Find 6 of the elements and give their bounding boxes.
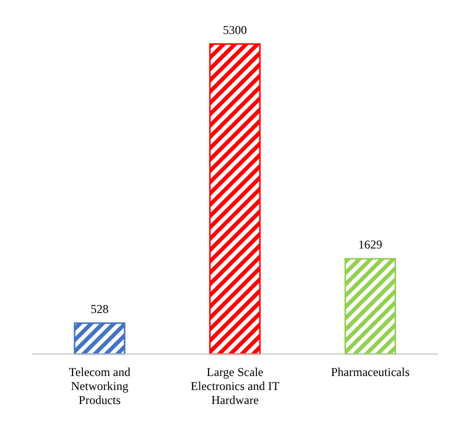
x-tick-label: Pharmaceuticals: [331, 365, 410, 379]
x-tick-label: Telecom and Networking Products: [68, 365, 130, 407]
x-tick-label: Large Scale Electronics and IT Hardware: [190, 365, 280, 407]
data-label: 1629: [358, 238, 382, 252]
data-label: 528: [90, 302, 109, 316]
data-label: 5300: [222, 23, 247, 37]
